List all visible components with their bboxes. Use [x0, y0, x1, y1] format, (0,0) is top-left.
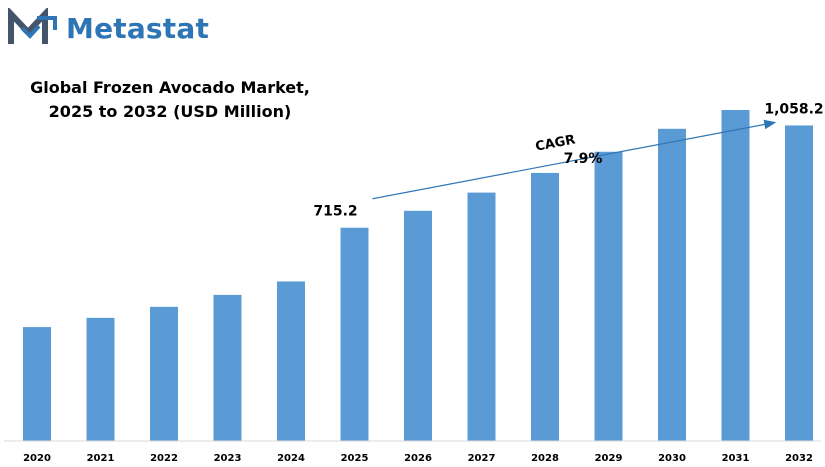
x-tick-label-2028: 2028	[531, 453, 559, 464]
bar-2024	[277, 281, 305, 441]
brand-logo: Metastat	[8, 8, 209, 48]
cagr-label: CAGR	[534, 132, 576, 154]
bar-2032	[785, 125, 813, 442]
x-tick-label-2032: 2032	[785, 453, 813, 464]
chart-title: Global Frozen Avocado Market, 2025 to 20…	[20, 76, 320, 124]
x-tick-label-2024: 2024	[277, 453, 305, 464]
x-tick-label-2025: 2025	[341, 453, 369, 464]
bar-2030	[658, 128, 686, 441]
x-tick-label-2030: 2030	[658, 453, 686, 464]
bar-2021	[86, 317, 115, 441]
x-tick-label-2023: 2023	[214, 453, 242, 464]
cagr-value: 7.9%	[564, 151, 603, 167]
x-tick-label-2020: 2020	[23, 453, 51, 464]
metastat-m-logo-icon	[8, 8, 57, 44]
bar-2031	[721, 110, 750, 441]
cagr-arrow	[372, 119, 777, 200]
x-tick-label-2022: 2022	[150, 453, 178, 464]
bar-2022	[150, 306, 178, 441]
data-label-2025: 715.2	[313, 204, 357, 220]
x-tick-label-2027: 2027	[468, 453, 496, 464]
x-tick-label-2026: 2026	[404, 453, 432, 464]
x-tick-label-2021: 2021	[87, 453, 115, 464]
x-tick-label-2031: 2031	[722, 453, 750, 464]
bar-2025	[340, 227, 369, 441]
bar-2023	[213, 294, 242, 441]
bar-2027	[467, 192, 496, 441]
bar-2029	[594, 151, 623, 441]
chart-title-line-1: Global Frozen Avocado Market,	[30, 78, 310, 97]
bar-2020	[23, 327, 51, 441]
x-tick-label-2029: 2029	[595, 453, 623, 464]
bar-2026	[404, 210, 432, 441]
data-label-2032: 1,058.2	[764, 101, 823, 117]
bar-2028	[531, 172, 559, 442]
chart-title-line-2: 2025 to 2032 (USD Million)	[48, 102, 292, 121]
brand-name: Metastat	[66, 11, 210, 45]
